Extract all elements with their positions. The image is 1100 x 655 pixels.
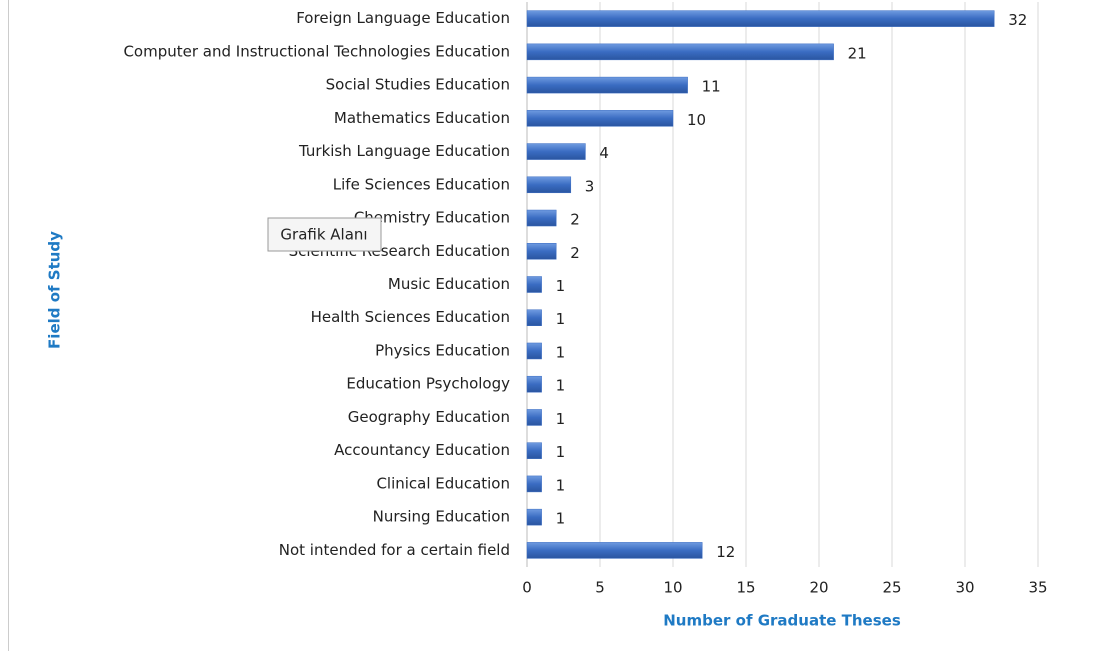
bar <box>526 243 557 260</box>
data-label: 2 <box>570 211 580 229</box>
x-tick-label: 5 <box>595 579 605 597</box>
data-label: 1 <box>556 476 566 494</box>
data-label: 4 <box>599 144 609 162</box>
tooltip-box <box>267 217 382 252</box>
x-tick-label: 20 <box>809 579 828 597</box>
data-label: 12 <box>716 543 735 561</box>
data-label: 1 <box>556 410 566 428</box>
y-tick-label: Not intended for a certain field <box>279 541 510 559</box>
data-label: 11 <box>702 78 721 96</box>
bar <box>526 442 542 459</box>
data-label: 2 <box>570 244 580 262</box>
bar <box>526 10 995 27</box>
x-tick-label: 30 <box>955 579 974 597</box>
tooltip-text: Grafik Alanı <box>280 226 367 244</box>
y-tick-label: Education Psychology <box>346 375 510 393</box>
y-tick-label: Turkish Language Education <box>298 142 510 160</box>
data-label: 1 <box>556 310 566 328</box>
y-tick-label: Nursing Education <box>373 508 510 526</box>
bar <box>526 43 834 61</box>
data-label: 1 <box>556 343 566 361</box>
x-axis-title: Number of Graduate Theses <box>663 612 901 630</box>
x-tick-label: 10 <box>663 579 682 597</box>
data-label: 1 <box>556 277 566 295</box>
bar <box>526 143 586 160</box>
y-tick-label: Mathematics Education <box>334 109 510 127</box>
y-axis-title: Field of Study <box>46 231 64 349</box>
x-tick-label: 35 <box>1028 579 1047 597</box>
y-tick-label: Chemistry Education <box>354 209 510 227</box>
y-tick-label: Physics Education <box>375 341 510 359</box>
y-tick-label: Foreign Language Education <box>296 9 510 27</box>
bar <box>526 375 542 393</box>
data-label: 1 <box>556 377 566 395</box>
bar <box>526 309 542 326</box>
bar <box>526 76 688 94</box>
bar <box>526 209 557 227</box>
x-tick-label: 25 <box>882 579 901 597</box>
y-tick-label: Life Sciences Education <box>333 175 510 193</box>
x-tick-label: 0 <box>522 579 532 597</box>
y-tick-label: Clinical Education <box>376 474 510 492</box>
tooltip: Grafik Alanı <box>267 217 382 252</box>
bar <box>526 342 542 360</box>
data-label: 10 <box>687 111 706 129</box>
bar <box>526 110 674 127</box>
bar <box>526 176 572 194</box>
y-tick-label: Geography Education <box>348 408 510 426</box>
y-tick-label: Accountancy Education <box>334 441 510 459</box>
y-tick-label: Health Sciences Education <box>311 308 510 326</box>
bar <box>526 475 542 493</box>
data-label: 21 <box>848 44 867 62</box>
bar <box>526 508 542 526</box>
x-tick-label: 15 <box>736 579 755 597</box>
bar <box>526 409 542 426</box>
data-label: 1 <box>556 510 566 528</box>
y-tick-label: Computer and Instructional Technologies … <box>123 42 510 60</box>
data-label: 32 <box>1008 11 1027 29</box>
y-tick-label: Music Education <box>388 275 510 293</box>
data-label: 1 <box>556 443 566 461</box>
y-tick-label: Social Studies Education <box>326 76 510 94</box>
bar <box>526 276 542 293</box>
bar <box>526 542 703 559</box>
data-label: 3 <box>585 177 595 195</box>
